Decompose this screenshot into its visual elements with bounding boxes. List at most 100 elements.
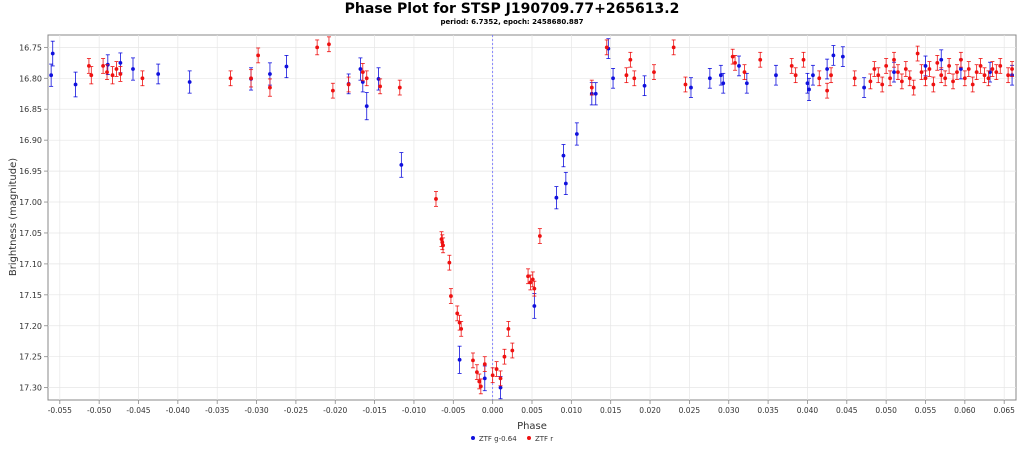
x-tick-label: -0.055 (48, 406, 72, 415)
data-point (652, 70, 656, 75)
data-point (498, 376, 503, 381)
data-point (256, 53, 261, 58)
data-point (494, 367, 499, 371)
x-tick-label: -0.015 (363, 406, 387, 415)
data-point (970, 82, 975, 87)
data-point (611, 76, 615, 81)
data-point (689, 85, 693, 90)
data-point (758, 57, 763, 62)
data-point (959, 57, 963, 62)
data-point (482, 362, 487, 367)
data-point (378, 84, 383, 89)
legend-marker-icon (470, 436, 475, 440)
data-point (478, 384, 483, 389)
data-point (789, 64, 794, 68)
x-tick-label: 0.010 (561, 406, 583, 415)
data-point (943, 76, 948, 81)
x-tick-label: 0.020 (639, 406, 661, 415)
data-point (477, 379, 482, 384)
x-tick-label: 0.045 (836, 406, 858, 415)
data-point (315, 45, 320, 50)
data-point (986, 76, 991, 81)
data-point (502, 354, 507, 359)
y-tick-label: 17.30 (19, 384, 42, 393)
data-point (187, 80, 192, 84)
data-point (880, 82, 885, 87)
data-point (532, 286, 537, 291)
data-point (50, 51, 55, 56)
data-point (990, 67, 995, 71)
data-point (671, 45, 676, 50)
data-point (903, 67, 908, 71)
data-point (506, 326, 511, 331)
data-point (490, 373, 495, 378)
data-point (457, 357, 462, 362)
data-point (994, 70, 999, 75)
legend-item-g: ZTF g-0.64 (470, 435, 517, 443)
y-tick-label: 16.75 (19, 43, 42, 52)
data-point (118, 60, 123, 65)
x-tick-label: 0.000 (482, 406, 504, 415)
data-point (793, 73, 798, 78)
y-axis: 16.75 16.80 16.85 16.90 16.95 17.00 17.05 17.10… (19, 43, 48, 393)
data-point (528, 280, 533, 285)
x-tick-label: 0.050 (875, 406, 897, 415)
data-point (742, 70, 747, 75)
data-point (284, 64, 289, 69)
data-point (131, 67, 135, 71)
x-axis: -0.055 -0.050 -0.045 -0.040 -0.035 -0.030 -0.0… (48, 400, 1015, 415)
y-tick-label: 17.10 (19, 260, 42, 269)
data-point (939, 57, 944, 62)
data-point (156, 72, 161, 76)
y-tick-label: 17.20 (19, 322, 42, 331)
x-axis-label: Phase (517, 421, 547, 432)
legend: ZTF g-0.64 ZTF r (0, 435, 1024, 443)
grid-lines (48, 35, 1016, 400)
data-point (593, 91, 598, 96)
data-point (683, 82, 688, 87)
x-tick-label: -0.010 (402, 406, 426, 415)
data-point (364, 76, 369, 81)
data-point (228, 76, 233, 81)
data-point (330, 88, 335, 93)
data-point (397, 85, 402, 90)
data-point (73, 82, 78, 87)
data-point (574, 132, 579, 136)
data-point (563, 181, 568, 186)
y-tick-label: 16.80 (19, 74, 42, 83)
data-point (911, 85, 916, 90)
data-point (475, 370, 479, 375)
data-point (872, 67, 877, 71)
x-tick-label: 0.055 (915, 406, 937, 415)
data-point (923, 64, 928, 68)
data-point (876, 73, 881, 78)
data-point (434, 197, 438, 201)
y-tick-label: 16.85 (19, 105, 42, 114)
x-tick-label: -0.035 (205, 406, 229, 415)
data-point (49, 73, 54, 78)
x-tick-label: -0.005 (441, 406, 465, 415)
data-point (807, 87, 811, 92)
data-point (955, 70, 959, 75)
data-point (923, 76, 928, 81)
data-point (931, 82, 936, 87)
x-tick-label: 0.065 (993, 406, 1015, 415)
data-point (510, 348, 515, 353)
data-point (110, 73, 115, 78)
data-point (346, 82, 351, 87)
data-point (561, 153, 566, 158)
data-point (554, 195, 559, 200)
data-point (624, 73, 629, 78)
data-point (852, 76, 857, 81)
data-point (498, 385, 503, 390)
series-ztf-r (86, 36, 1015, 395)
legend-item-r: ZTF r (526, 435, 553, 443)
data-point (899, 79, 904, 84)
data-point (801, 57, 806, 62)
data-point (589, 85, 594, 90)
data-point (896, 70, 900, 75)
x-tick-label: 0.030 (718, 406, 740, 415)
data-point (399, 163, 404, 167)
data-point (915, 51, 920, 56)
data-point (959, 67, 963, 71)
